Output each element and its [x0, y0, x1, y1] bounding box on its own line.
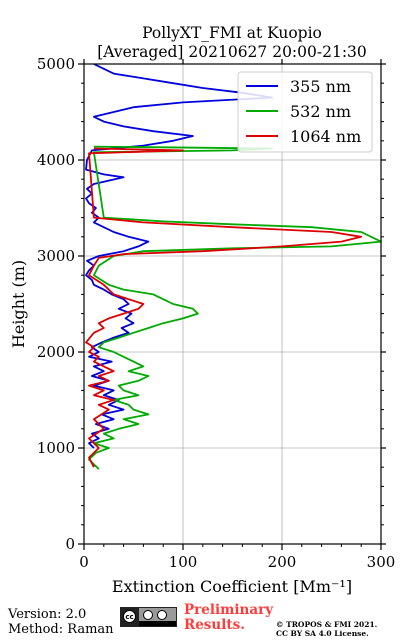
- x-tick-label: 200: [268, 553, 297, 571]
- chart-title-line1: PollyXT_FMI at Kuopio: [142, 24, 322, 42]
- y-tick-label: 3000: [37, 247, 75, 265]
- copyright-notice: © TROPOS & FMI 2021. CC BY SA 4.0 Licens…: [276, 620, 396, 638]
- method-text: Method: Raman: [8, 622, 114, 637]
- copyright-line1: © TROPOS & FMI 2021.: [276, 620, 378, 629]
- plot-frame: [83, 63, 382, 545]
- legend-box: [237, 71, 373, 153]
- legend-label: 1064 nm: [290, 127, 361, 146]
- chart-title-line2: [Averaged] 20210627 20:00-21:30: [97, 43, 367, 61]
- preliminary-line2: Results.: [184, 617, 245, 633]
- x-tick-label: 300: [367, 553, 396, 571]
- legend-label: 532 nm: [290, 102, 351, 121]
- cc-license-icon: cc: [120, 607, 177, 627]
- legend-label: 355 nm: [290, 77, 351, 96]
- series-line-355-nm: [85, 63, 274, 449]
- y-tick-label: 1000: [37, 439, 75, 457]
- x-tick-label: 0: [79, 553, 89, 571]
- x-axis-label: Extinction Coefficient [Mm⁻¹]: [112, 577, 352, 596]
- y-axis-label: Height (m): [9, 260, 28, 348]
- series-line-532-nm: [88, 145, 382, 470]
- x-tick-label: 100: [169, 553, 198, 571]
- legend: 355 nm 532 nm 1064 nm: [237, 71, 373, 153]
- copyright-line2: CC BY SA 4.0 License.: [276, 629, 369, 638]
- preliminary-results-note: Preliminary Results.: [184, 603, 284, 633]
- y-tick-label: 4000: [37, 151, 75, 169]
- series-line-1064-nm: [85, 147, 363, 468]
- y-tick-label: 5000: [37, 55, 75, 73]
- version-text: Version: 2.0: [8, 607, 87, 622]
- preliminary-line1: Preliminary: [184, 602, 274, 618]
- lidar-profile-chart: PollyXT_FMI at Kuopio [Averaged] 2021062…: [9, 24, 396, 596]
- y-tick-label: 2000: [37, 343, 75, 361]
- y-tick-label: 0: [65, 535, 75, 553]
